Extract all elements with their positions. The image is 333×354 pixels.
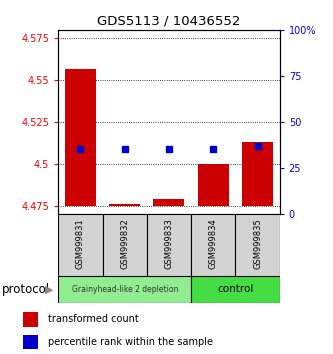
- Bar: [198, 164, 229, 206]
- Text: GSM999834: GSM999834: [209, 218, 218, 269]
- Text: ▶: ▶: [45, 284, 54, 294]
- Bar: [109, 204, 140, 206]
- Bar: [191, 276, 280, 303]
- Title: GDS5113 / 10436552: GDS5113 / 10436552: [97, 15, 241, 28]
- Bar: [65, 69, 96, 206]
- Text: Grainyhead-like 2 depletion: Grainyhead-like 2 depletion: [72, 285, 178, 294]
- Text: control: control: [217, 284, 254, 295]
- Text: percentile rank within the sample: percentile rank within the sample: [48, 337, 213, 347]
- Bar: [103, 214, 147, 276]
- Bar: [23, 313, 38, 326]
- Bar: [58, 276, 191, 303]
- Bar: [23, 335, 38, 349]
- Bar: [147, 214, 191, 276]
- Bar: [58, 214, 103, 276]
- Text: transformed count: transformed count: [48, 314, 139, 325]
- Bar: [242, 142, 273, 206]
- Text: GSM999833: GSM999833: [165, 218, 173, 269]
- Bar: [154, 199, 184, 206]
- Text: protocol: protocol: [2, 283, 50, 296]
- Text: GSM999835: GSM999835: [253, 218, 262, 269]
- Text: GSM999831: GSM999831: [76, 218, 85, 269]
- Bar: [191, 214, 235, 276]
- Text: GSM999832: GSM999832: [120, 218, 129, 269]
- Bar: [235, 214, 280, 276]
